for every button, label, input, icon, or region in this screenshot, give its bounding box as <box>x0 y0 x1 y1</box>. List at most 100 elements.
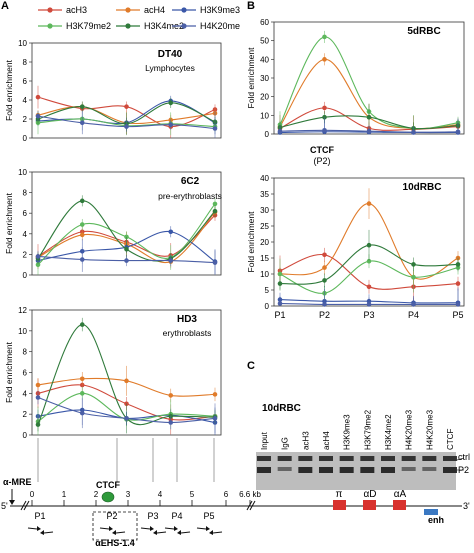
scale-tick-label: 3 <box>126 490 131 499</box>
y-tick-label: 25 <box>260 222 269 231</box>
gel-band-ctrl <box>443 456 457 461</box>
y-tick-label: 5 <box>265 286 270 295</box>
gel-lane-label: H3K4me2 <box>384 414 393 450</box>
data-point <box>366 302 372 307</box>
gel-band-ctrl <box>401 456 416 461</box>
y-tick-label: 6 <box>23 77 28 86</box>
scale-tick-label: 0 <box>30 490 35 499</box>
chart-10drbc: 0 5 10 15 20 25 30 35 40 Fold enrichment 10dRBC P1 P… <box>246 174 465 320</box>
ehs-box <box>92 511 138 541</box>
legend-item: H3K4me2 <box>116 21 184 31</box>
data-point <box>322 34 327 40</box>
scale-tick-label: 6 <box>224 490 229 499</box>
ehs-label: αEHS-1.4 <box>95 538 135 548</box>
gel-title: 10dRBC <box>262 403 301 414</box>
data-point <box>124 416 129 421</box>
data-point <box>322 252 327 258</box>
y-tick-label: 20 <box>260 93 269 102</box>
data-point <box>79 376 85 382</box>
scale-tick-label: 5 <box>190 490 195 499</box>
y-tick-label: 15 <box>260 254 269 263</box>
y-tick-label: 60 <box>260 18 269 27</box>
data-point <box>35 395 41 400</box>
gel-band-ctrl <box>298 456 313 461</box>
data-point <box>35 94 41 100</box>
legend-label: H3K79me2 <box>66 21 111 31</box>
data-point <box>35 254 41 259</box>
gel-band-p2 <box>360 467 375 473</box>
primer-reverse-head <box>177 530 181 535</box>
data-point <box>212 201 218 207</box>
data-point <box>366 128 372 134</box>
data-point <box>277 128 283 134</box>
data-point <box>322 265 327 270</box>
gel-bands <box>257 456 457 473</box>
y-tick-label: 10 <box>260 111 269 120</box>
primer-reverse <box>115 531 126 534</box>
gel-band-p2 <box>319 467 333 473</box>
data-point <box>79 222 85 227</box>
data-point <box>277 301 283 306</box>
chart-5drbc: 0 10 20 30 40 50 60 Fold enrichment 5dRBC <box>246 18 465 139</box>
data-point <box>168 393 174 398</box>
data-point <box>411 302 416 307</box>
legend-item: H4K20me <box>172 21 240 31</box>
series-line <box>37 324 216 426</box>
data-point <box>455 302 461 307</box>
y-axis-label: Fold enrichment <box>4 59 14 121</box>
gel-band-ctrl <box>257 456 271 461</box>
data-point <box>168 100 174 106</box>
data-point <box>124 258 129 263</box>
data-point <box>455 281 461 286</box>
y-tick-label: 0 <box>23 431 28 440</box>
scale-ticks: 0 1 2 3 4 5 6 6.6 kb <box>30 490 261 506</box>
data-point <box>366 258 372 264</box>
data-point <box>79 322 85 327</box>
legend-label: H3K4me2 <box>144 21 184 31</box>
legend-item: acH4 <box>116 5 165 15</box>
primer-reverse-head <box>153 530 157 535</box>
chart-hd3: 0 2 4 6 8 10 12 Fold enrichment HD3 erythroblasts <box>4 306 222 440</box>
data-point <box>212 208 218 214</box>
primer-reverse <box>43 531 54 534</box>
legend: acH3 acH4 H3K9me3 H3K79me2 H3K4me2 H4K20… <box>38 5 240 31</box>
gene-alpha-a <box>393 500 406 510</box>
chart-title: 10dRBC <box>403 182 442 193</box>
x-tick-label: P2 <box>319 310 330 320</box>
y-tick-label: 0 <box>265 130 270 139</box>
gel-band-ctrl <box>319 456 333 461</box>
chart-dt40: 0 2 4 6 8 10 Fold enrichment DT40 Lymphocytes <box>4 39 222 143</box>
data-point <box>277 271 283 277</box>
legend-label: H3K9me3 <box>200 5 240 15</box>
primer-reverse <box>212 531 223 534</box>
y-tick-label: 10 <box>18 39 27 48</box>
region-label: P5 <box>203 511 214 521</box>
x-tick-label: P3 <box>363 310 374 320</box>
x-tick-label: P4 <box>408 310 419 320</box>
data-point <box>322 57 327 62</box>
genomic-map: α-MRE 5' 3' 0 1 2 3 4 5 6 6.6 kb P1 P2 P3 P4 P5 CTC… <box>1 438 470 548</box>
data-point <box>411 274 416 280</box>
data-point <box>411 262 416 267</box>
region-label: P4 <box>171 511 182 521</box>
primer-reverse <box>156 531 167 534</box>
data-point <box>79 391 85 396</box>
y-tick-label: 6 <box>23 369 28 378</box>
y-tick-label: 12 <box>18 306 27 315</box>
y-tick-label: 2 <box>23 250 28 259</box>
gel-lane-label: H4K20me3 <box>405 409 414 450</box>
data-point <box>79 410 85 416</box>
data-point <box>366 284 372 290</box>
y-tick-label: 50 <box>260 37 269 46</box>
data-point <box>79 257 85 262</box>
y-tick-label: 4 <box>23 389 28 398</box>
data-point <box>168 420 174 425</box>
gel-band-p2 <box>298 467 313 473</box>
chart-title: DT40 <box>158 49 183 60</box>
data-point <box>79 198 85 204</box>
gel-lane-label: H3K9me3 <box>343 414 352 450</box>
primer-forward <box>99 527 110 530</box>
region-markers: P1 P2 P3 P4 P5 <box>27 438 223 535</box>
primer-forward-head <box>109 526 113 531</box>
